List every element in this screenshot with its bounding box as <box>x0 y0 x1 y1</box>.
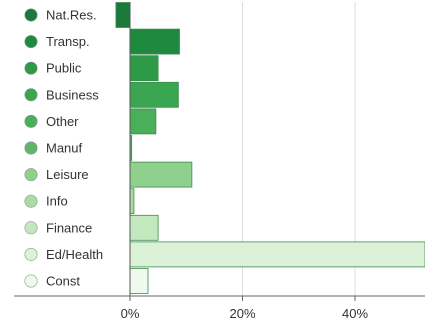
bar-info <box>129 188 135 215</box>
category-label-leisure: Leisure <box>46 167 89 182</box>
legend-item-other: Other <box>24 114 79 129</box>
legend-item-transp-: Transp. <box>24 34 90 49</box>
legend-marker-manuf <box>24 141 38 155</box>
legend-item-finance: Finance <box>24 220 92 235</box>
legend-item-info: Info <box>24 194 68 209</box>
category-label-ed-health: Ed/Health <box>46 247 103 262</box>
legend-marker-other <box>24 114 38 128</box>
legend-marker-public <box>24 61 38 75</box>
legend-item-manuf: Manuf <box>24 141 83 156</box>
legend-item-business: Business <box>24 87 99 102</box>
bar-const <box>129 268 149 294</box>
bar-transp- <box>129 28 180 55</box>
x-tick-label-40: 40% <box>342 306 368 321</box>
bars <box>115 2 425 294</box>
bar-business <box>129 81 179 108</box>
category-label-business: Business <box>46 87 99 102</box>
category-label-finance: Finance <box>46 220 92 235</box>
category-label-other: Other <box>46 114 79 129</box>
bar-ed-health <box>129 241 425 268</box>
bar-other <box>129 108 157 135</box>
category-label-public: Public <box>46 61 82 76</box>
legend-marker-nat-res- <box>24 8 38 22</box>
legend-marker-business <box>24 88 38 102</box>
x-axis: 0% 20% 40% <box>14 295 425 321</box>
legend-marker-info <box>24 194 38 208</box>
category-label-info: Info <box>46 194 68 209</box>
bar-nat-res- <box>115 2 131 28</box>
legend-marker-leisure <box>24 168 38 182</box>
bar-leisure <box>129 161 193 188</box>
legend-marker-ed-health <box>24 247 38 261</box>
legend-marker-finance <box>24 221 38 235</box>
category-label-nat-res-: Nat.Res. <box>46 8 97 23</box>
legend-item-public: Public <box>24 61 82 76</box>
legend-item-leisure: Leisure <box>24 167 89 182</box>
legend-marker-transp- <box>24 35 38 49</box>
legend-item-const: Const <box>24 274 80 289</box>
category-label-manuf: Manuf <box>46 141 83 156</box>
category-label-transp-: Transp. <box>46 34 90 49</box>
legend-marker-const <box>24 274 38 288</box>
legend-item-ed-health: Ed/Health <box>24 247 103 262</box>
category-legend: Nat.Res. Transp. Public Business Other Manuf L… <box>24 8 103 289</box>
bar-public <box>129 55 159 82</box>
x-tick-label-20: 20% <box>229 306 255 321</box>
bar-finance <box>129 214 159 241</box>
x-tick-label-0: 0% <box>121 306 140 321</box>
category-label-const: Const <box>46 274 80 289</box>
legend-item-nat-res-: Nat.Res. <box>24 8 97 23</box>
